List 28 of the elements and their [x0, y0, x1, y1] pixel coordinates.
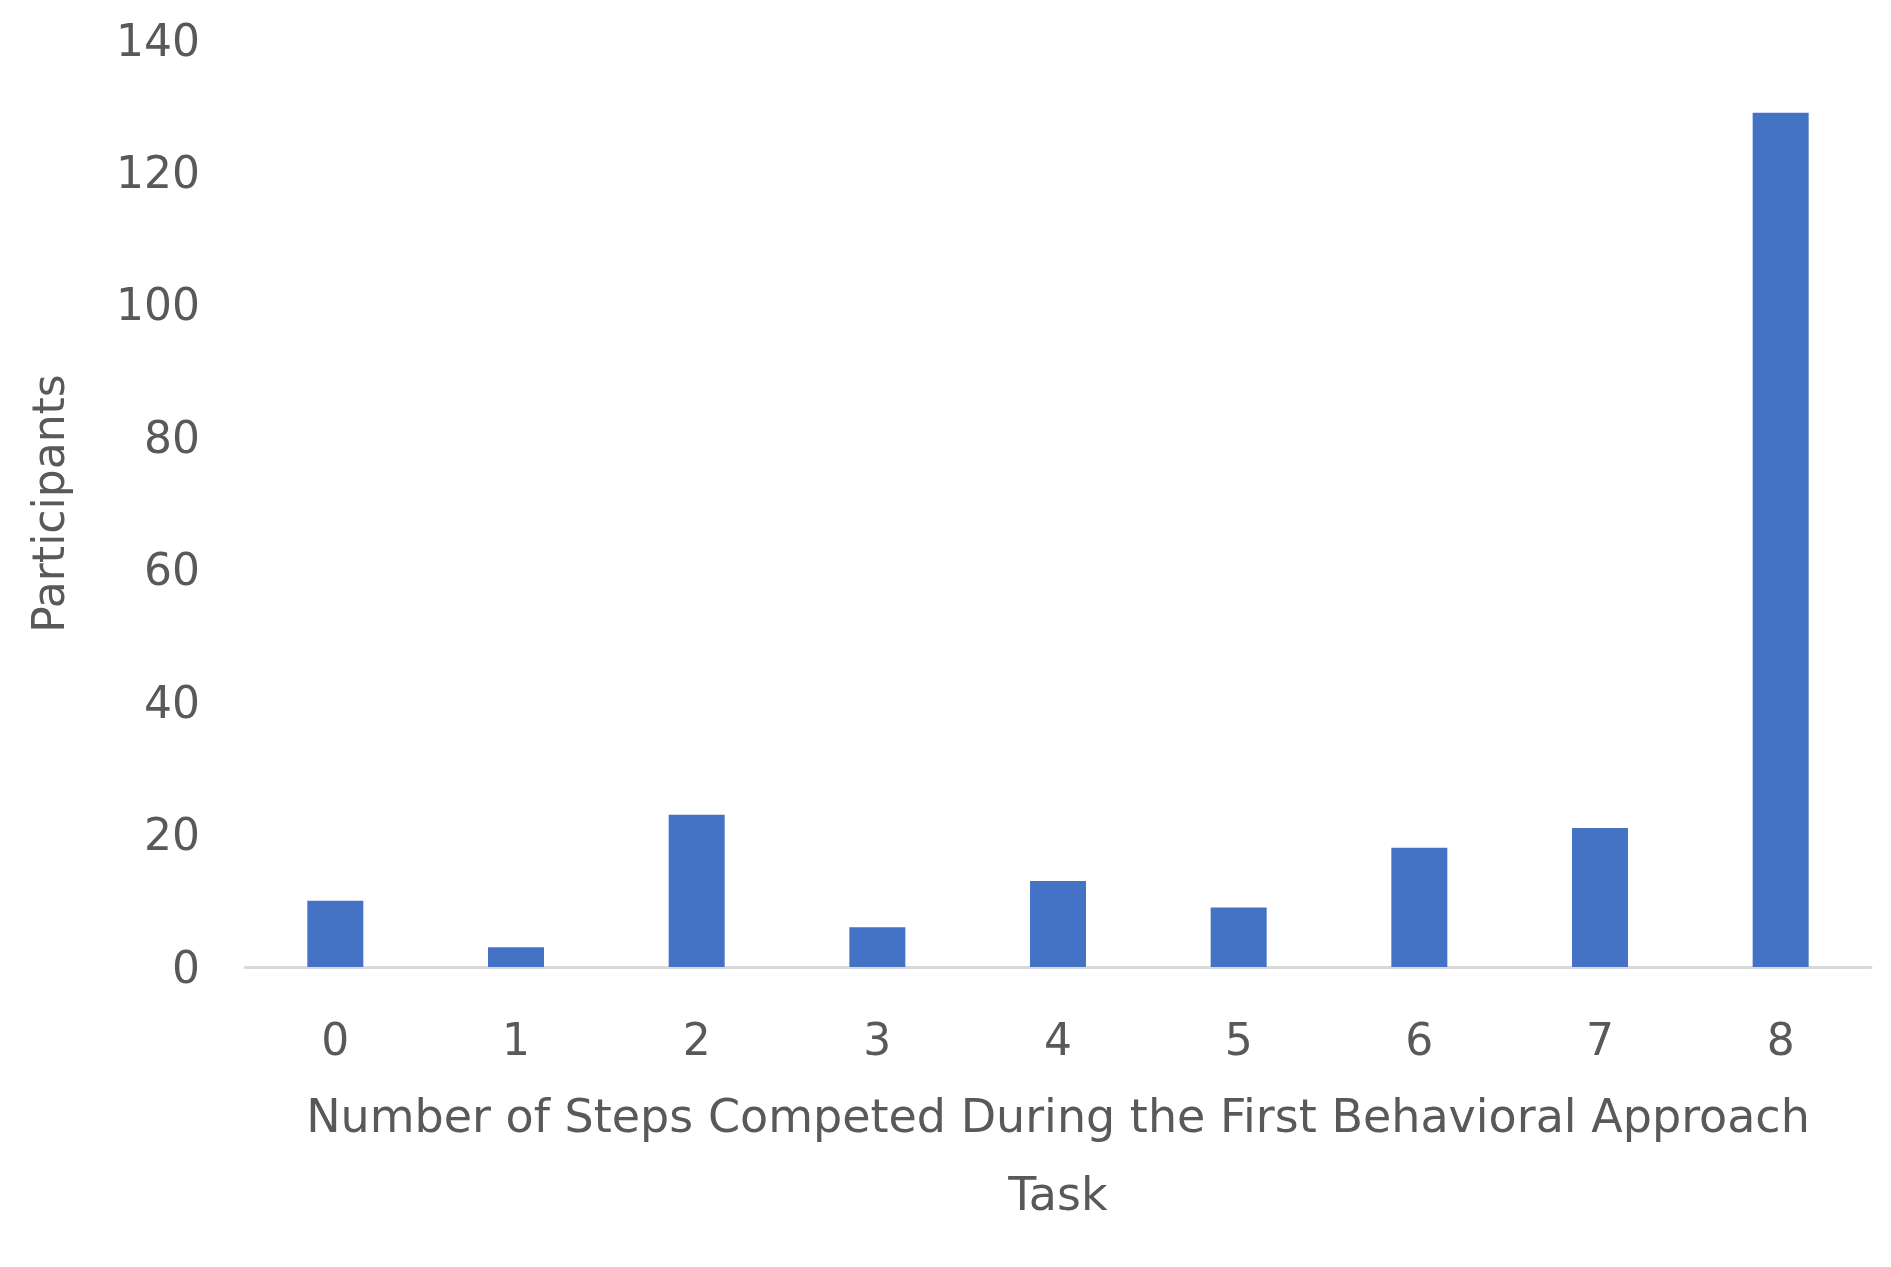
x-tick-label: 7 — [1586, 1013, 1614, 1065]
bar — [1391, 847, 1448, 967]
x-tick-label: 3 — [863, 1013, 892, 1065]
x-tick-label: 4 — [1044, 1013, 1072, 1065]
y-tick-label: 60 — [144, 544, 200, 596]
x-tick-label: 5 — [1224, 1013, 1253, 1065]
y-tick-label: 100 — [116, 279, 200, 331]
y-tick-label: 120 — [116, 146, 200, 198]
y-tick-label: 0 — [172, 941, 200, 993]
bar — [1030, 880, 1086, 967]
bar — [849, 927, 906, 967]
bar — [1572, 827, 1628, 967]
y-tick-label: 20 — [144, 809, 200, 861]
x-tick-label: 0 — [321, 1013, 350, 1065]
x-tick-label: 1 — [502, 1013, 530, 1065]
y-axis-title: Participants — [22, 374, 74, 633]
bar — [307, 900, 364, 967]
bar — [668, 814, 725, 967]
y-tick-label: 80 — [144, 411, 200, 463]
x-tick-label: 2 — [682, 1013, 711, 1065]
x-tick-label: 6 — [1405, 1013, 1434, 1065]
bar — [1752, 112, 1809, 967]
y-tick-label: 40 — [144, 676, 200, 728]
bar — [1210, 907, 1267, 967]
x-axis-title: Number of Steps Competed During the First Behavioral Approach Task — [306, 1089, 1810, 1221]
y-tick-label: 140 — [116, 14, 200, 66]
x-tick-label: 8 — [1766, 1013, 1795, 1065]
bar — [488, 947, 544, 967]
